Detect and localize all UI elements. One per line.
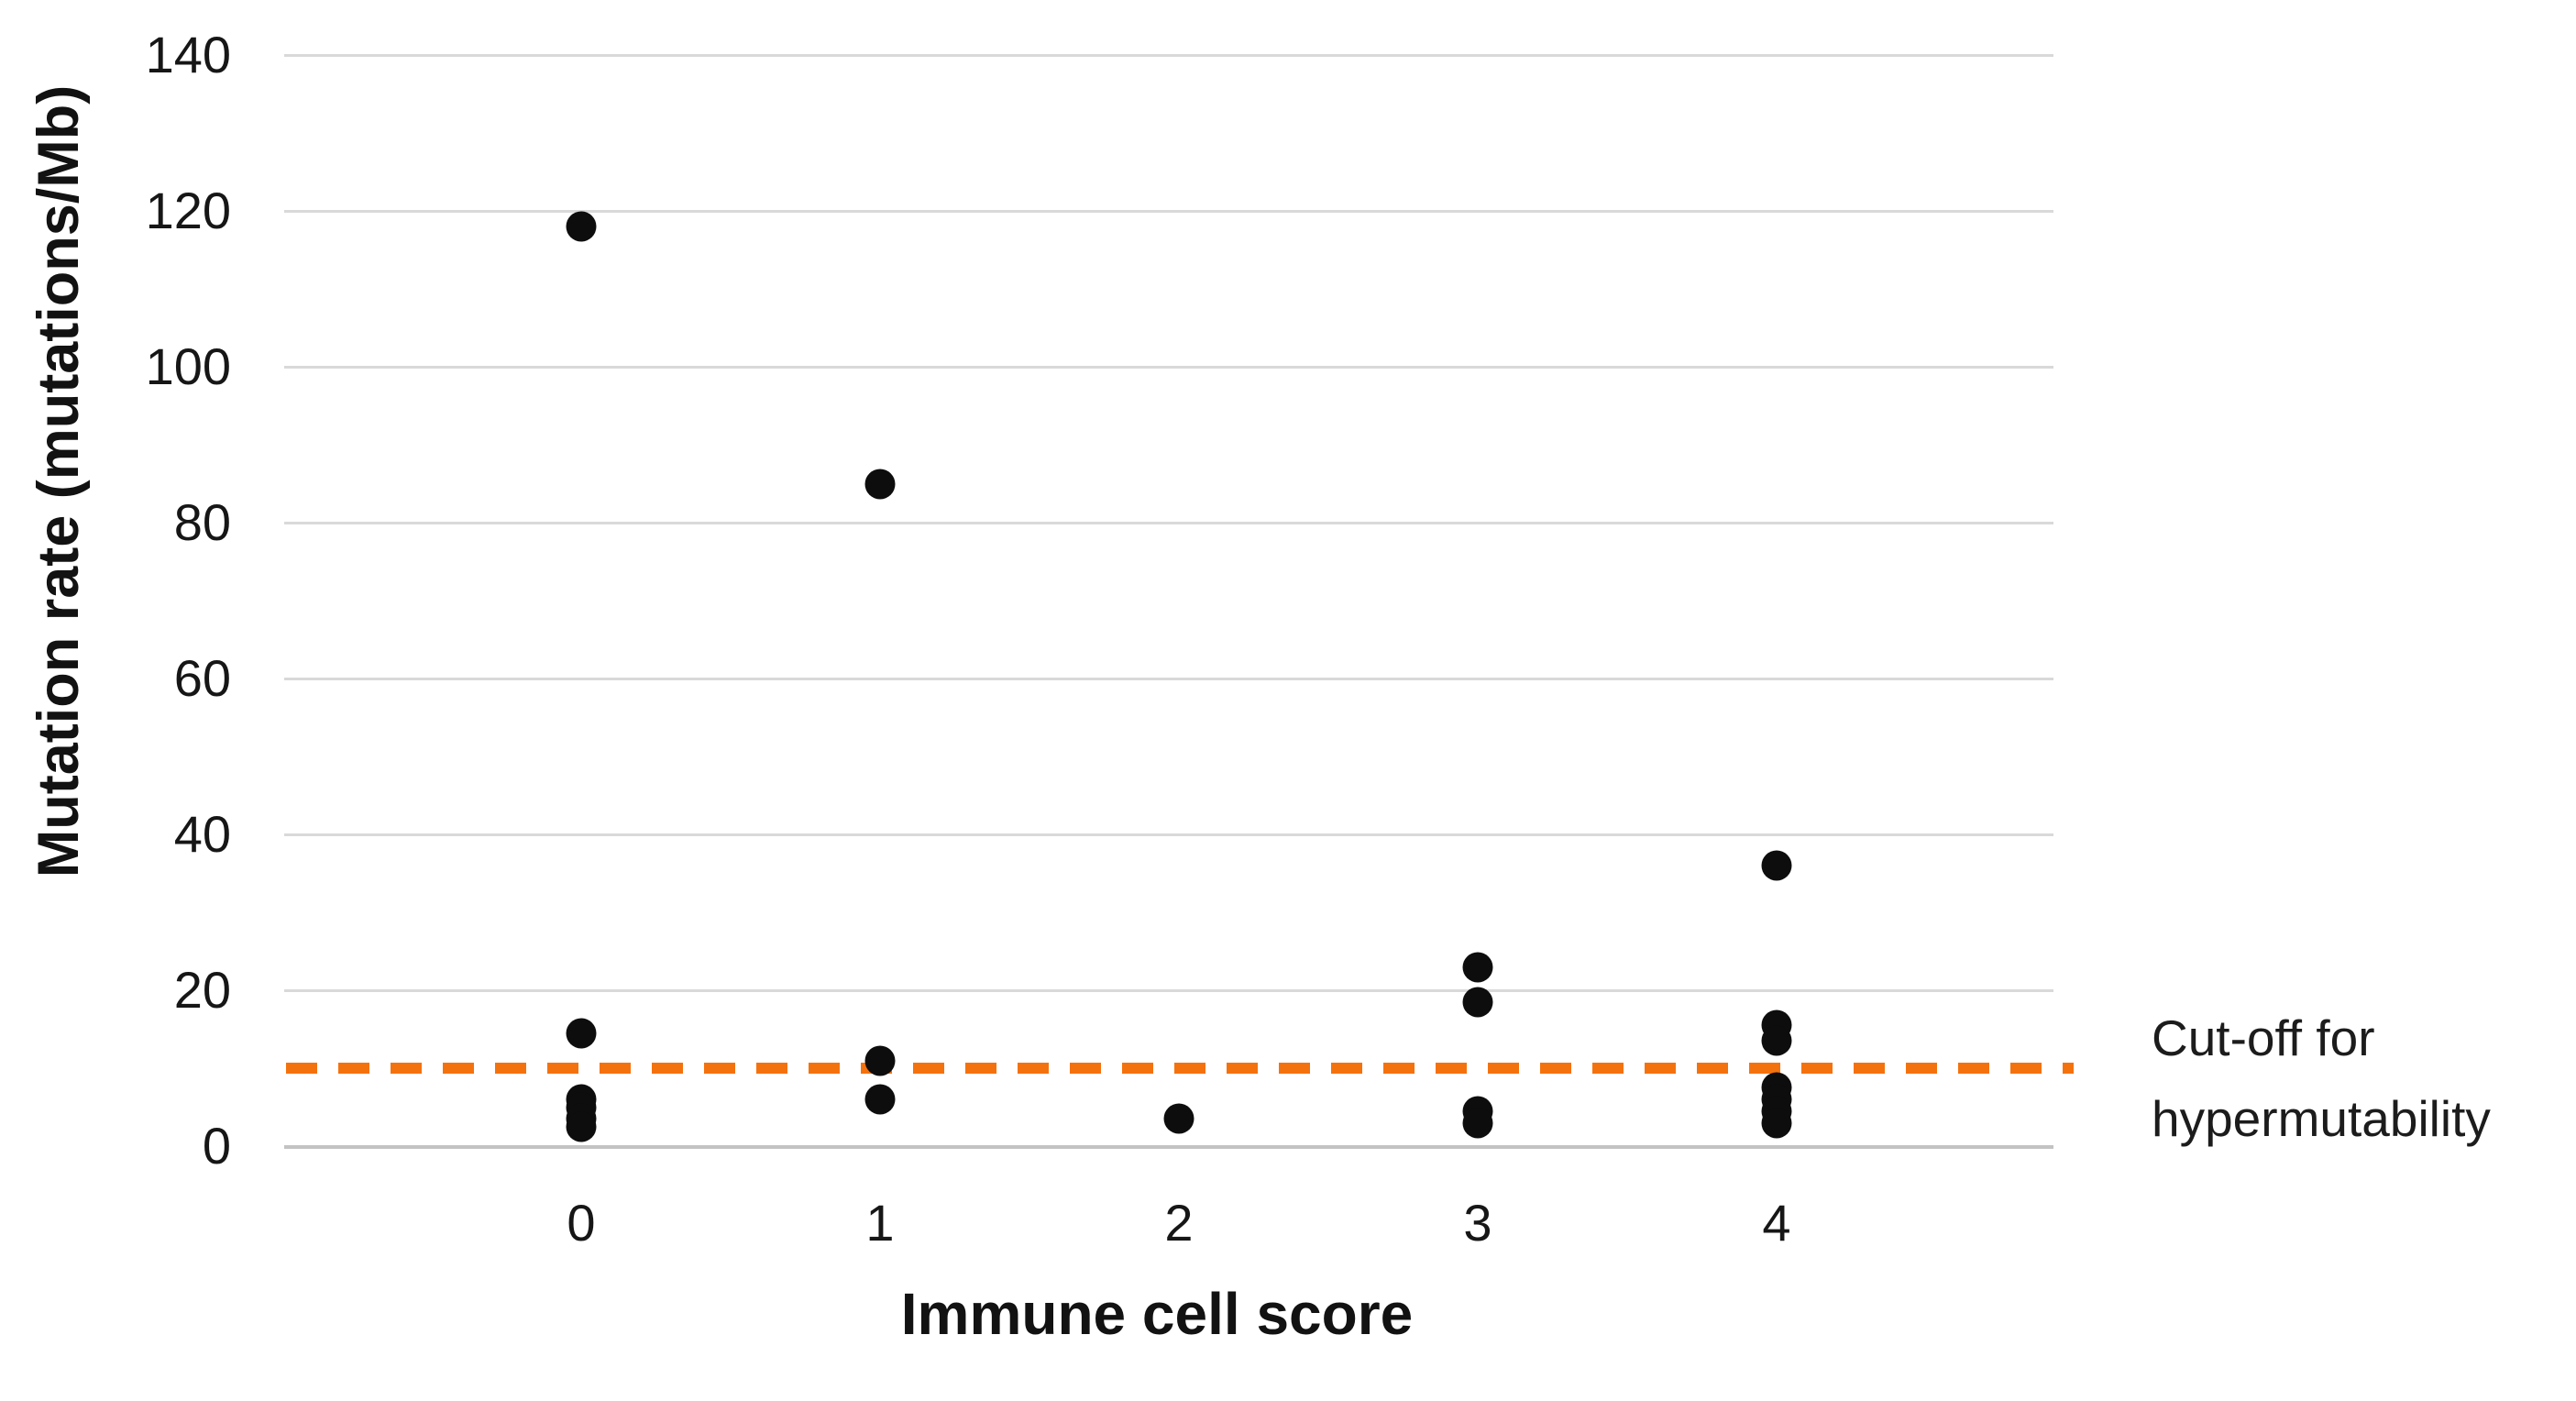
data-point xyxy=(566,1111,597,1142)
gridline xyxy=(284,366,2053,369)
gridline xyxy=(284,989,2053,992)
gridline xyxy=(284,833,2053,836)
data-point xyxy=(864,1045,896,1076)
data-point xyxy=(1462,987,1493,1018)
gridline xyxy=(284,210,2053,213)
data-point xyxy=(566,1018,597,1049)
data-point xyxy=(566,211,597,242)
data-point xyxy=(1761,1108,1792,1138)
gridline xyxy=(284,522,2053,524)
y-tick-label: 40 xyxy=(173,805,231,863)
x-tick-label: 1 xyxy=(865,1194,895,1252)
y-tick-label: 20 xyxy=(173,961,231,1019)
data-point xyxy=(1163,1103,1194,1134)
data-point xyxy=(1462,1108,1493,1138)
y-tick-label: 80 xyxy=(173,493,231,551)
y-tick-label: 0 xyxy=(202,1117,231,1175)
data-point xyxy=(864,469,896,499)
x-tick-label: 3 xyxy=(1463,1194,1492,1252)
data-point xyxy=(1462,952,1493,982)
y-tick-label: 60 xyxy=(173,649,231,707)
x-axis-title: Immune cell score xyxy=(900,1281,1414,1347)
data-point xyxy=(1761,850,1792,881)
y-tick-label: 120 xyxy=(145,182,231,239)
y-tick-label: 100 xyxy=(145,337,231,395)
x-tick-label: 2 xyxy=(1164,1194,1194,1252)
x-tick-label: 4 xyxy=(1762,1194,1791,1252)
gridline xyxy=(284,54,2053,57)
data-point xyxy=(864,1084,896,1115)
y-tick-label: 140 xyxy=(145,26,231,83)
x-tick-label: 0 xyxy=(567,1194,596,1252)
data-point xyxy=(1761,1025,1792,1056)
cutoff-annotation: Cut-off for hypermutability xyxy=(2152,1009,2491,1147)
cutoff-dashed-line xyxy=(286,1063,2074,1074)
gridline xyxy=(284,678,2053,680)
gridline xyxy=(284,1145,2053,1149)
